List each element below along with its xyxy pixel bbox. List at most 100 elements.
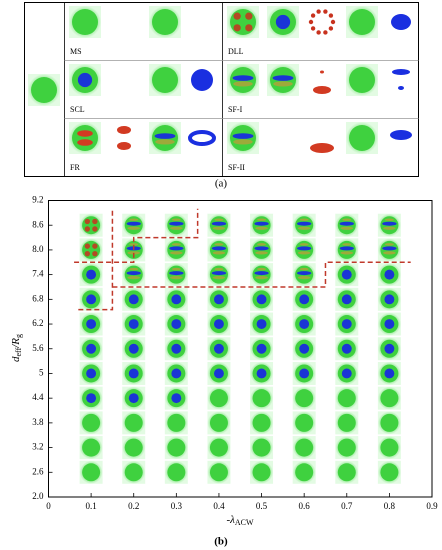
point-stripe	[211, 221, 227, 226]
point	[335, 386, 359, 410]
sphere	[31, 77, 57, 103]
point	[292, 213, 316, 237]
point-stripe	[169, 271, 184, 276]
y-tick-label: 8.6	[32, 219, 44, 229]
point	[164, 238, 188, 262]
point-stripe	[296, 271, 312, 276]
point	[335, 337, 359, 361]
point-body	[295, 413, 314, 432]
point-core	[213, 343, 224, 354]
point	[335, 312, 359, 336]
morphology	[313, 86, 331, 94]
point-stripe	[296, 246, 312, 251]
x-label-main: -λ	[226, 514, 235, 526]
point-stripe	[382, 221, 397, 226]
point-stripe	[211, 246, 227, 251]
point	[250, 213, 274, 237]
morphology	[323, 9, 328, 14]
point	[377, 386, 401, 410]
point-stripe	[383, 226, 396, 230]
point-core	[299, 368, 310, 379]
point	[250, 436, 274, 460]
point-body	[252, 438, 271, 457]
point-stripe	[169, 221, 184, 226]
morphology	[191, 69, 213, 91]
point-core	[171, 343, 182, 354]
point	[335, 213, 359, 237]
point	[79, 436, 103, 460]
point	[377, 361, 401, 385]
point-core	[128, 294, 139, 305]
point-stripe	[257, 243, 267, 246]
point-core	[213, 294, 224, 305]
dot	[233, 12, 241, 20]
point	[122, 312, 146, 336]
point	[250, 287, 274, 311]
point-core	[86, 393, 97, 404]
point-stripe	[127, 251, 141, 255]
point	[250, 238, 274, 262]
point-core	[86, 343, 97, 354]
point	[122, 361, 146, 385]
point	[122, 213, 146, 237]
morphology	[392, 69, 410, 75]
morphology	[316, 9, 321, 14]
point-stripe	[297, 276, 311, 280]
y-tick-label: 5	[39, 368, 44, 378]
sphere	[72, 9, 98, 35]
point-stripe	[171, 218, 181, 221]
stripe	[232, 75, 254, 81]
point-body	[167, 438, 186, 457]
point	[79, 312, 103, 336]
point	[79, 361, 103, 385]
point	[292, 238, 316, 262]
point-dot	[84, 226, 91, 232]
point	[250, 411, 274, 435]
point-body	[295, 389, 314, 408]
x-tick-label: 0.8	[384, 501, 396, 511]
point	[122, 460, 146, 484]
point-stripe	[214, 243, 224, 246]
point-stripe	[211, 271, 227, 276]
point	[207, 337, 231, 361]
point-stripe	[212, 276, 226, 280]
point	[377, 337, 401, 361]
morphology	[323, 30, 328, 35]
point-stripe	[129, 243, 139, 246]
point-stripe	[384, 218, 394, 221]
point-stripe	[257, 267, 267, 271]
point-stripe	[214, 218, 224, 221]
point	[207, 287, 231, 311]
stripe	[155, 139, 175, 145]
y-label-sub2: g	[14, 334, 23, 338]
x-tick-label: 0.5	[256, 501, 268, 511]
point	[292, 460, 316, 484]
point	[122, 337, 146, 361]
point	[292, 411, 316, 435]
point	[164, 263, 188, 287]
point-stripe	[299, 218, 309, 221]
phase-boundary	[78, 208, 114, 311]
core	[77, 72, 93, 88]
panel-label: (a)	[215, 178, 228, 190]
point	[377, 238, 401, 262]
point	[335, 238, 359, 262]
point-body	[209, 438, 228, 457]
point	[207, 361, 231, 385]
x-tick-label: 0.1	[85, 501, 96, 511]
point-stripe	[255, 276, 268, 280]
point	[164, 411, 188, 435]
point-core	[171, 368, 182, 379]
cell-label: FR	[70, 163, 80, 172]
phase-boundary	[74, 208, 199, 264]
x-axis-label: -λACW	[226, 514, 254, 527]
point-stripe	[170, 226, 183, 230]
y-tick-label: 2.6	[32, 466, 44, 476]
stripe	[233, 81, 253, 87]
point	[79, 411, 103, 435]
morphology	[316, 30, 321, 35]
point-body	[252, 413, 271, 432]
stripe	[77, 130, 93, 137]
point-core	[341, 343, 352, 354]
